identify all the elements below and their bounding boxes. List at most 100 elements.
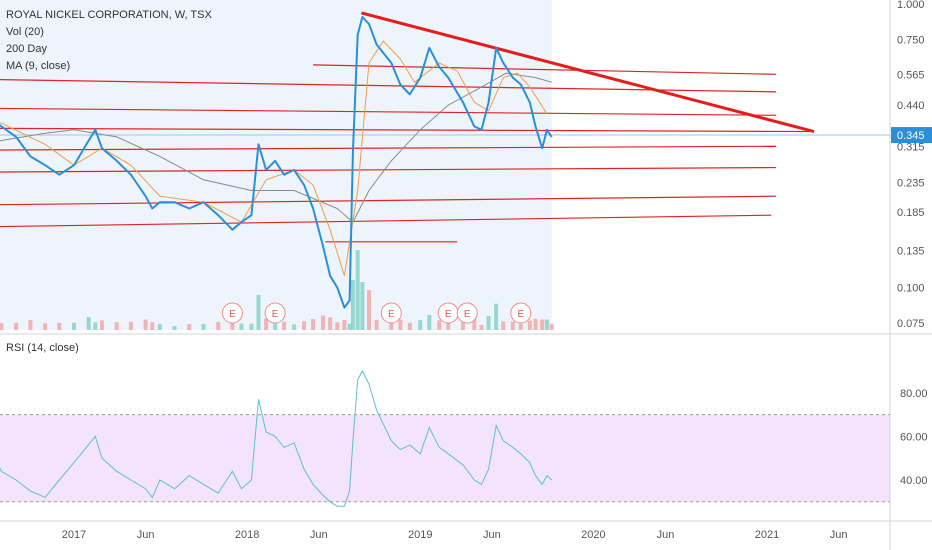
rsi-line xyxy=(0,369,553,507)
y-tick-label: 0.135 xyxy=(897,246,925,258)
volume-bar xyxy=(479,324,484,330)
volume-bar xyxy=(446,322,451,330)
earnings-marker-label: E xyxy=(272,309,279,320)
legend-volume[interactable]: Vol (20) xyxy=(6,26,44,38)
volume-bar xyxy=(0,323,4,330)
volume-bar xyxy=(264,318,269,330)
trend-line xyxy=(313,64,777,75)
earnings-marker xyxy=(380,302,402,324)
earnings-marker-label: E xyxy=(464,309,471,320)
trend-line xyxy=(0,195,777,206)
volume-bar xyxy=(328,317,333,330)
x-tick-label: 2021 xyxy=(755,529,779,541)
volume-bar xyxy=(128,321,133,330)
volume-bar xyxy=(347,323,352,330)
volume-bar xyxy=(486,316,491,330)
background-layer xyxy=(0,0,890,503)
earnings-marker xyxy=(456,302,478,324)
volume-bar xyxy=(14,322,19,330)
volume-bar xyxy=(302,321,307,330)
earnings-marker xyxy=(221,302,243,324)
earnings-marker-label: E xyxy=(445,309,452,320)
last-price-label: 0.345 xyxy=(897,130,925,142)
volume-bar xyxy=(427,315,432,330)
x-tick-label: 2020 xyxy=(581,529,605,541)
trend-line xyxy=(0,214,772,228)
volume-bar xyxy=(311,319,316,330)
trend-line xyxy=(361,11,815,133)
volume-bar xyxy=(28,320,33,330)
volume-bar xyxy=(418,320,423,330)
y-tick-label: 0.100 xyxy=(897,283,925,295)
volume-bar xyxy=(143,319,148,330)
volume-bar xyxy=(518,323,523,330)
volume-bar xyxy=(460,318,465,330)
x-tick-label: 2017 xyxy=(62,529,86,541)
y-tick-label: 0.565 xyxy=(897,69,925,81)
volume-bar xyxy=(43,323,48,330)
last-price-badge xyxy=(891,127,932,144)
volume-bar xyxy=(86,317,91,330)
earnings-marker-label: E xyxy=(517,309,524,320)
volume-bar xyxy=(549,323,554,330)
legend-ma200[interactable]: 200 Day xyxy=(6,43,47,55)
price-line xyxy=(0,16,553,309)
volume-bar xyxy=(292,324,297,330)
volume-bar xyxy=(389,320,394,330)
volume-bar xyxy=(437,320,442,330)
volume-bar xyxy=(99,320,104,330)
volume-bar xyxy=(150,322,155,330)
volume-bar xyxy=(93,322,98,330)
volume-bar xyxy=(527,320,532,330)
volume-bar xyxy=(256,294,261,330)
earnings-marker-label: E xyxy=(388,309,395,320)
volume-bar xyxy=(510,321,515,330)
ma9-series xyxy=(0,40,548,276)
volume-bar xyxy=(201,323,206,330)
volume-bar xyxy=(367,290,372,330)
x-tick-label: Jun xyxy=(310,529,328,541)
rsi-tick-label: 80.00 xyxy=(900,388,928,400)
price-area-shading xyxy=(0,0,552,330)
volume-bar xyxy=(321,315,326,330)
y-tick-label: 0.185 xyxy=(897,207,925,219)
x-tick-label: 2019 xyxy=(408,529,432,541)
volume-bar xyxy=(544,319,549,330)
ma9-line xyxy=(0,40,548,276)
volume-bar xyxy=(114,322,119,330)
rsi-tick-label: 40.00 xyxy=(900,475,928,487)
rsi-series xyxy=(0,369,553,507)
volume-bar xyxy=(494,303,499,330)
volume-bar xyxy=(282,321,287,330)
x-tick-label: Jun xyxy=(657,529,675,541)
volume-bar xyxy=(239,323,244,330)
y-tick-label: 0.750 xyxy=(897,34,925,46)
volume-bar xyxy=(335,322,340,330)
y-tick-label: 0.075 xyxy=(897,318,925,330)
x-tick-label: 2018 xyxy=(235,529,259,541)
volume-bar xyxy=(230,321,235,330)
volume-bar xyxy=(540,319,545,330)
x-tick-label: Jun xyxy=(483,529,501,541)
volume-bar xyxy=(407,322,412,330)
volume-bar xyxy=(501,321,506,330)
volume-bar xyxy=(72,322,76,330)
volume-bar xyxy=(172,326,177,330)
volume-bar xyxy=(398,319,403,330)
volume-bar xyxy=(187,324,192,330)
legend-ma9[interactable]: MA (9, close) xyxy=(6,60,71,72)
legend-rsi[interactable]: RSI (14, close) xyxy=(6,342,79,354)
volume-bars xyxy=(0,250,554,330)
volume-bar xyxy=(355,250,360,330)
earnings-marker xyxy=(510,302,532,324)
volume-bar xyxy=(472,318,477,330)
legend: ROYAL NICKEL CORPORATION, W, TSX Vol (20… xyxy=(6,7,212,75)
volume-bar xyxy=(374,319,379,330)
legend-symbol[interactable]: ROYAL NICKEL CORPORATION, W, TSX xyxy=(6,9,212,21)
x-tick-label: Jun xyxy=(137,529,155,541)
rsi-tick-label: 60.00 xyxy=(900,431,928,443)
earnings-marker-label: E xyxy=(229,309,236,320)
